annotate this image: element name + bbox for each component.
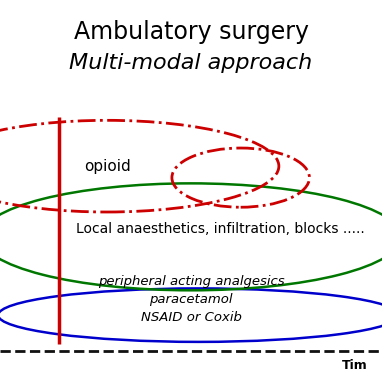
Text: Local anaesthetics, infiltration, blocks .....: Local anaesthetics, infiltration, blocks…: [76, 222, 365, 236]
Text: Multi-modal approach: Multi-modal approach: [70, 53, 312, 73]
Text: Ambulatory surgery: Ambulatory surgery: [73, 21, 309, 44]
Text: opioid: opioid: [84, 159, 131, 174]
Text: Tim: Tim: [342, 359, 367, 372]
Text: peripheral acting analgesics
paracetamol
NSAID or Coxib: peripheral acting analgesics paracetamol…: [98, 275, 284, 324]
